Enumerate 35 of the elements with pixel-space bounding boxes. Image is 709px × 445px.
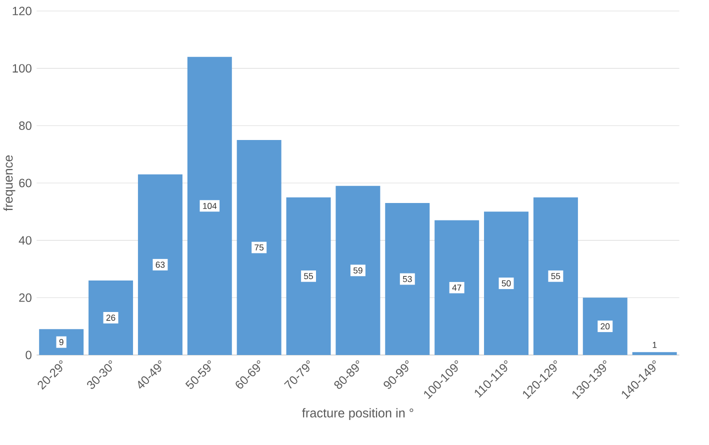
data-label: 55 — [551, 273, 560, 280]
bar — [336, 186, 380, 355]
x-axis-title: fracture position in ° — [302, 408, 414, 420]
y-tick-label: 40 — [18, 236, 32, 245]
y-axis-title: frequence — [3, 155, 16, 211]
bar — [434, 220, 480, 355]
data-label: 26 — [106, 314, 116, 321]
data-label: 50 — [502, 280, 511, 286]
data-label: 53 — [402, 276, 412, 282]
bar — [385, 203, 430, 355]
data-label: 75 — [254, 244, 264, 251]
bar — [39, 329, 84, 355]
data-label: 47 — [452, 284, 462, 291]
data-label: 63 — [156, 262, 165, 268]
data-label: 1 — [652, 342, 657, 348]
data-label: 59 — [353, 267, 362, 274]
bar — [484, 212, 529, 355]
data-label: 9 — [59, 339, 64, 346]
bar — [286, 197, 331, 355]
bar — [582, 298, 628, 355]
y-tick-label: 0 — [26, 350, 32, 360]
bar — [236, 140, 282, 355]
bar — [632, 352, 677, 355]
bar — [138, 174, 182, 355]
y-tick-label: 120 — [12, 6, 32, 16]
data-label: 20 — [600, 323, 610, 330]
data-label: 55 — [304, 273, 313, 280]
y-tick-label: 80 — [19, 121, 32, 130]
data-label: 104 — [203, 202, 217, 209]
bar — [533, 197, 578, 355]
bar — [187, 56, 232, 355]
y-tick-label: 60 — [19, 178, 32, 188]
bar — [88, 280, 134, 355]
y-tick-label: 100 — [12, 64, 32, 73]
y-tick-label: 20 — [19, 293, 32, 302]
